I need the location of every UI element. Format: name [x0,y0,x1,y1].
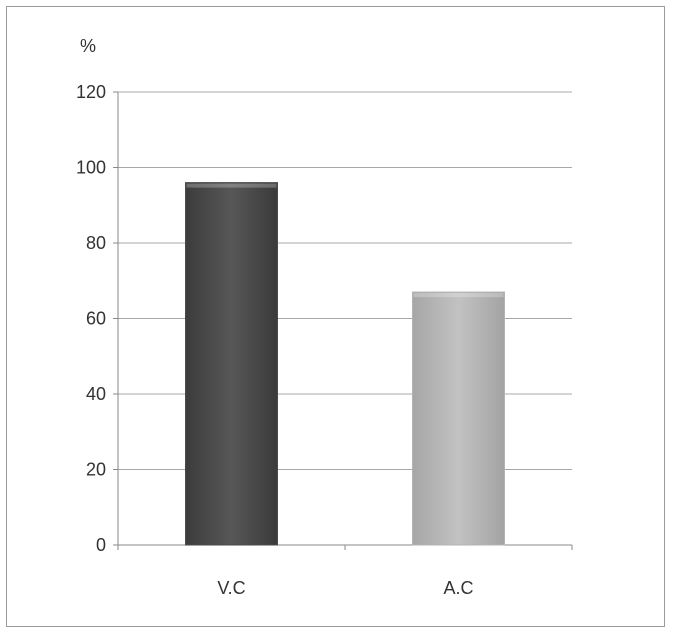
y-axis-label: % [80,36,96,56]
labels: % 0 20 40 60 80 100 120 V.C A.C [76,36,474,598]
y-tick-label: 40 [86,384,106,404]
y-tick-label: 100 [76,158,106,178]
x-tick-label: V.C [217,578,245,598]
x-tick-label: A.C [443,578,473,598]
y-tick-label: 120 [76,82,106,102]
y-tick-label: 20 [86,460,106,480]
chart-frame [6,6,665,627]
y-tick-label: 0 [96,535,106,555]
bar-v-c [185,182,278,546]
y-tick-label: 80 [86,233,106,253]
bar-top-highlight [413,293,504,298]
bars [185,182,505,546]
bar-a-c [412,291,505,546]
y-tick-label: 60 [86,309,106,329]
bar-top-highlight [186,183,277,188]
